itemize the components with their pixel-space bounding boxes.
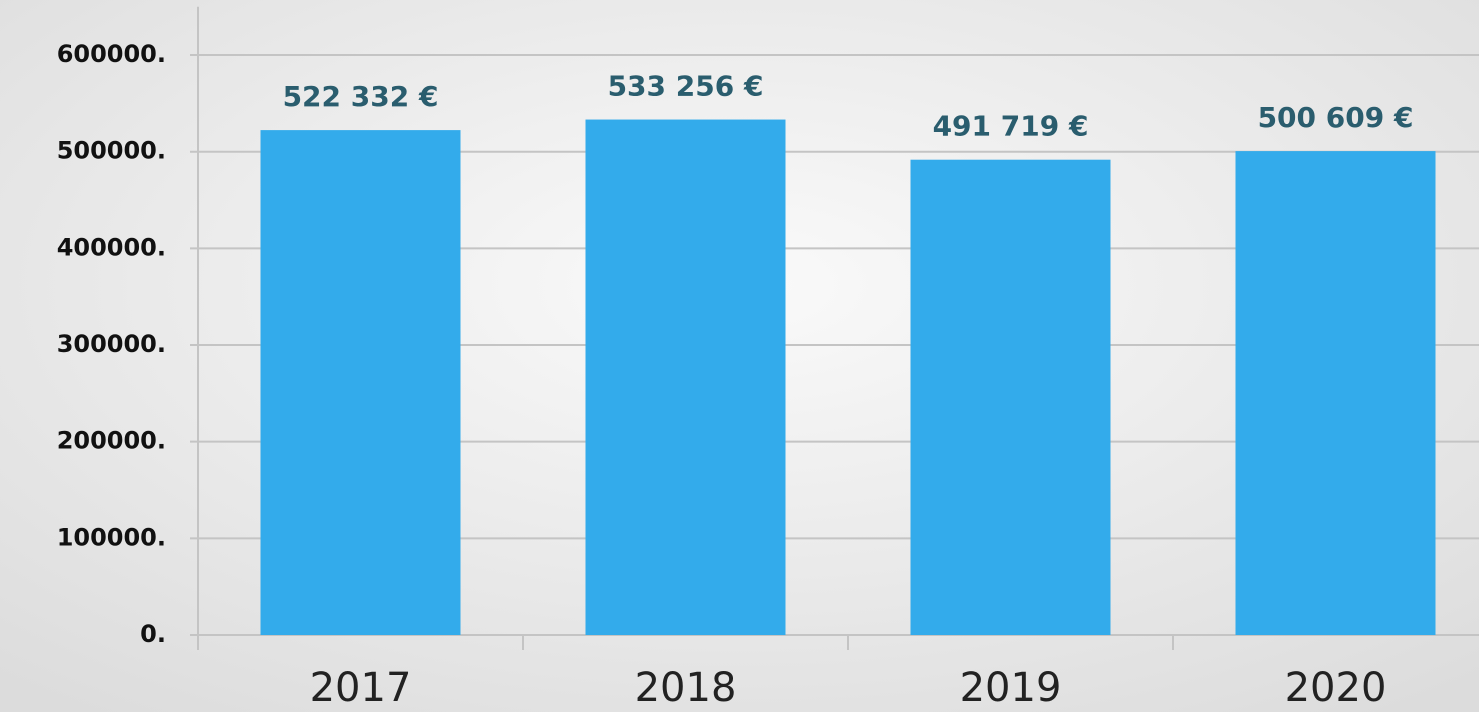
y-tick-label: 0. (140, 620, 166, 648)
y-tick-label: 400000. (57, 233, 166, 261)
y-tick-label: 300000. (57, 330, 166, 358)
x-tick-label: 2020 (1285, 665, 1387, 711)
y-tick-label: 600000. (57, 40, 166, 68)
x-tick-label: 2019 (960, 665, 1062, 711)
bar (260, 130, 461, 636)
y-tick-label: 500000. (57, 137, 166, 165)
x-tick-label: 2018 (635, 665, 737, 711)
bar (910, 159, 1111, 636)
value-label: 491 719 € (933, 110, 1089, 143)
bar (585, 119, 786, 635)
x-tick-label: 2017 (310, 665, 412, 711)
y-tick-label: 100000. (57, 523, 166, 551)
value-label: 533 256 € (608, 70, 764, 103)
bar (1235, 151, 1436, 635)
value-label: 500 609 € (1258, 101, 1414, 134)
y-tick-label: 200000. (57, 427, 166, 455)
value-label: 522 332 € (283, 80, 439, 113)
